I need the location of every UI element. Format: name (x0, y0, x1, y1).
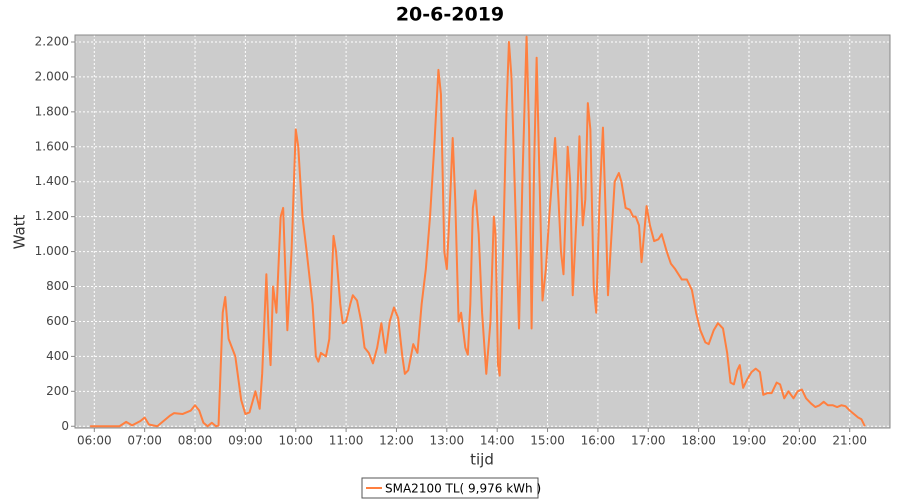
y-tick-label: 1.000 (35, 244, 69, 258)
x-tick-label: 06:00 (77, 434, 112, 448)
x-tick-label: 12:00 (379, 434, 414, 448)
y-tick-label: 600 (46, 314, 69, 328)
y-tick-label: 800 (46, 279, 69, 293)
x-tick-label: 21:00 (832, 434, 867, 448)
x-axis-label: tijd (470, 451, 494, 469)
x-tick-label: 09:00 (228, 434, 263, 448)
x-tick-label: 17:00 (631, 434, 666, 448)
legend: SMA2100 TL( 9,976 kWh ) (361, 477, 541, 499)
y-tick-label: 1.200 (35, 209, 69, 223)
x-tick-label: 10:00 (278, 434, 313, 448)
x-tick-label: 13:00 (430, 434, 465, 448)
y-tick-label: 2.000 (35, 69, 69, 83)
legend-label: SMA2100 TL( 9,976 kWh ) (385, 482, 541, 496)
x-tick-label: 18:00 (681, 434, 716, 448)
x-tick-label: 11:00 (329, 434, 364, 448)
plot-border (74, 34, 891, 429)
x-tick-label: 15:00 (530, 434, 565, 448)
x-tick-label: 08:00 (178, 434, 213, 448)
y-tick-label: 200 (46, 384, 69, 398)
chart-title: 20-6-2019 (396, 4, 504, 26)
x-tick-label: 07:00 (127, 434, 162, 448)
y-tick-label: 1.600 (35, 139, 69, 153)
y-tick-label: 0 (61, 419, 69, 433)
x-tick-label: 20:00 (782, 434, 817, 448)
y-tick-label: 400 (46, 349, 69, 363)
x-tick-label: 19:00 (732, 434, 767, 448)
x-tick-label: 16:00 (581, 434, 616, 448)
x-tick-label: 14:00 (480, 434, 515, 448)
plot-area (74, 34, 891, 429)
y-tick-label: 2.200 (35, 34, 69, 48)
legend-box (361, 477, 539, 499)
y-tick-label: 1.800 (35, 104, 69, 118)
y-tick-label: 1.400 (35, 174, 69, 188)
series-line (90, 35, 866, 428)
y-axis-label: Watt (11, 214, 29, 249)
